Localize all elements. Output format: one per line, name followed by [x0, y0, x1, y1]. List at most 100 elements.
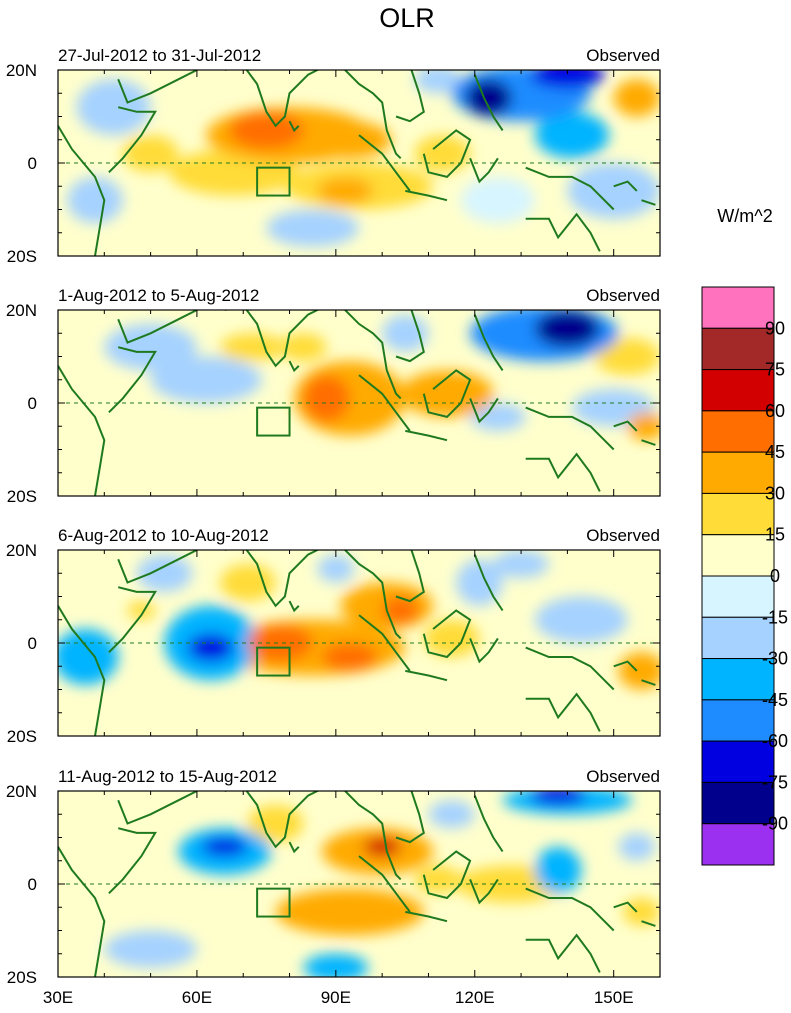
coastline — [344, 550, 402, 640]
coastline — [473, 74, 504, 131]
coastline — [288, 120, 300, 133]
coastline — [641, 439, 656, 446]
y-tick-label: 20N — [6, 541, 37, 560]
coastline — [117, 791, 198, 825]
panel-label: Observed — [586, 46, 660, 65]
y-tick-label: 20N — [6, 61, 37, 80]
x-tick-label: 30E — [43, 988, 73, 1007]
panel-period: 6-Aug-2012 to 10-Aug-2012 — [58, 526, 269, 545]
olr-anomaly-cell — [530, 70, 605, 89]
colorbar-box — [701, 781, 775, 825]
olr-anomaly-cell — [618, 652, 660, 690]
coastline — [224, 791, 320, 849]
panels: 20N 0 20S 27-Jul-2012 to 31-Jul-2012 Observe… — [6, 46, 661, 987]
coastline — [613, 420, 638, 432]
colorbar-label: 0 — [770, 566, 780, 586]
colorbar-box — [701, 492, 775, 536]
olr-anomaly-cell — [460, 176, 535, 224]
coastline — [525, 933, 601, 973]
olr-anomaly-cell — [465, 79, 512, 117]
olr-anomaly-cell — [470, 403, 526, 431]
coastline — [405, 910, 448, 923]
coastline — [344, 310, 402, 400]
coastline — [224, 70, 320, 128]
coastline — [525, 212, 601, 252]
coastline — [117, 310, 198, 344]
coastline — [525, 452, 601, 492]
olr-anomaly-cell — [534, 846, 582, 894]
region-box — [256, 406, 291, 437]
x-axis-ticks: 30E 60E 90E 120E 150E — [43, 988, 634, 1007]
coastline — [641, 679, 656, 686]
coastline — [117, 550, 198, 584]
olr-anomaly-cell — [229, 111, 304, 150]
coastline — [58, 125, 106, 256]
panel-label: Observed — [586, 286, 660, 305]
colorbar-box — [701, 740, 775, 783]
region-box — [256, 887, 291, 918]
olr-anomaly-cell — [275, 888, 424, 936]
olr-anomaly-cell — [220, 333, 285, 362]
colorbar-box — [701, 823, 775, 866]
olr-anomaly-cell — [456, 559, 503, 606]
olr-anomaly-cell — [104, 323, 197, 371]
colorbar-label: 75 — [765, 360, 785, 380]
x-tick-label: 90E — [321, 988, 351, 1007]
coastline — [58, 846, 106, 977]
region-box — [256, 166, 291, 197]
olr-anomaly-cell — [266, 209, 360, 247]
colorbar-label: 60 — [765, 401, 785, 421]
x-tick-label: 150E — [594, 988, 634, 1007]
colorbar-box — [701, 616, 775, 660]
olr-anomaly-cell — [303, 953, 369, 977]
olr-field — [58, 791, 660, 977]
coastline — [344, 70, 402, 160]
olr-anomaly-cell — [127, 601, 156, 620]
coastline — [108, 106, 157, 174]
olr-anomaly-cell — [308, 121, 392, 159]
coastline — [395, 550, 425, 603]
colorbar: 90 75 60 45 30 15 0 -15 -30 -45 -60 -75 -90 — [701, 286, 788, 866]
olr-anomaly-cell — [76, 79, 151, 136]
coastline — [288, 841, 300, 854]
coastline — [405, 189, 448, 202]
colorbar-label: -45 — [762, 690, 788, 710]
coastline — [525, 646, 615, 691]
coastline — [58, 365, 106, 496]
chart-title: OLR — [379, 3, 435, 33]
coastline — [395, 70, 425, 123]
panel-label: Observed — [586, 526, 660, 545]
colorbar-label: -60 — [762, 731, 788, 751]
olr-anomaly-cell — [321, 643, 378, 671]
olr-anomaly-cell — [67, 176, 123, 224]
coastline — [525, 887, 615, 932]
olr-field — [58, 70, 660, 256]
y-tick-label: 20S — [7, 487, 37, 506]
olr-anomaly-cell — [382, 596, 420, 625]
y-tick-label: 0 — [28, 154, 37, 173]
olr-anomaly-cell — [150, 356, 262, 403]
coastline — [473, 795, 504, 853]
colorbar-label: -30 — [762, 649, 788, 669]
coastline — [288, 600, 300, 613]
panel-period: 11-Aug-2012 to 15-Aug-2012 — [58, 767, 277, 786]
olr-anomaly-cell — [534, 111, 610, 159]
coastline — [613, 901, 638, 913]
olr-anomaly-cell — [613, 79, 660, 117]
olr-anomaly-cell — [201, 837, 248, 857]
olr-anomaly-cell — [303, 902, 350, 931]
coastline — [288, 360, 300, 373]
olr-anomaly-cell — [104, 930, 197, 968]
coastline — [117, 70, 198, 104]
olr-anomaly-cell — [122, 135, 179, 173]
colorbar-box — [701, 534, 775, 577]
coastline — [344, 791, 402, 881]
colorbar-box — [701, 327, 775, 371]
coastline — [108, 346, 157, 414]
panel-2: 20N 0 20S 1-Aug-2012 to 5-Aug-2012 Observed — [6, 286, 661, 506]
olr-anomaly-cell — [363, 837, 401, 857]
colorbar-label: 15 — [765, 525, 785, 545]
colorbar-label: -90 — [762, 814, 788, 834]
coastline — [641, 920, 656, 927]
